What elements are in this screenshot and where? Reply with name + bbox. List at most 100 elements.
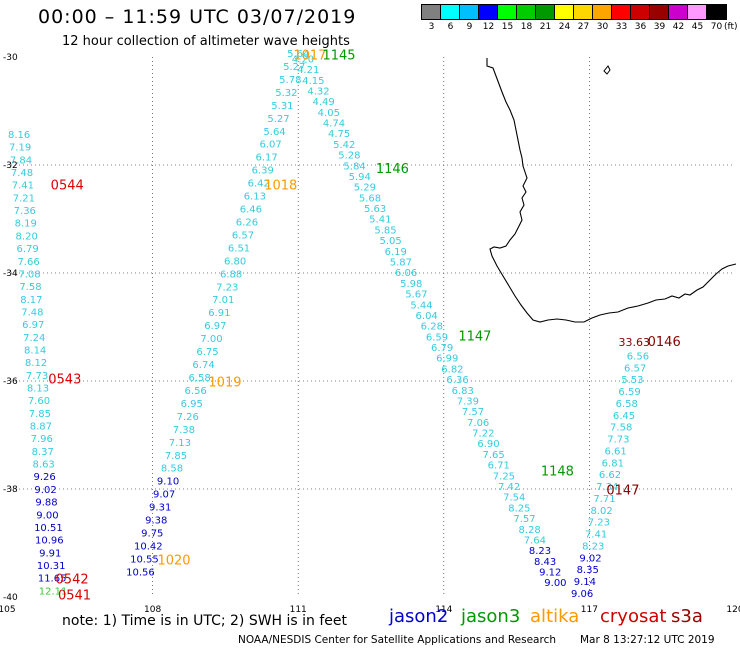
- y-tick-label: -36: [3, 377, 18, 387]
- legend-swatch: [554, 4, 575, 20]
- satellite-jason3: jason3: [461, 606, 521, 627]
- swh-value: 9.10: [157, 477, 179, 488]
- legend-swatch: [687, 4, 708, 20]
- legend-swatch: [668, 4, 689, 20]
- legend-label: 45: [691, 22, 704, 32]
- swh-value: 7.08: [18, 269, 40, 280]
- legend-label: 21: [539, 22, 552, 32]
- legend-swatch: [649, 4, 670, 20]
- swh-value: 8.12: [25, 358, 47, 369]
- swh-value: 7.96: [31, 434, 53, 445]
- swh-value: 8.43: [534, 557, 556, 568]
- swh-value: 7.21: [13, 193, 35, 204]
- swh-value: 7.73: [26, 371, 48, 382]
- y-tick-label: -34: [3, 269, 18, 279]
- swh-value: 5.64: [263, 127, 285, 138]
- swh-value: 6.57: [624, 363, 646, 374]
- pass-label: 1145: [322, 49, 355, 64]
- x-tick-label: 105: [0, 605, 16, 615]
- swh-value: 8.19: [15, 219, 37, 230]
- swh-value: 7.85: [29, 409, 51, 420]
- swh-value: 7.26: [177, 412, 199, 423]
- swh-value: 5.85: [374, 225, 396, 236]
- swh-value: 9.02: [579, 553, 601, 564]
- swh-value: 5.64: [287, 49, 309, 60]
- swh-value: 9.91: [39, 548, 61, 559]
- track-1145-1148: 4.204.214.154.324.494.054.744.755.425.28…: [292, 54, 567, 589]
- swh-value: 8.02: [591, 506, 613, 517]
- swh-value: 7.57: [513, 514, 535, 525]
- swh-value: 9.12: [539, 568, 561, 579]
- swh-value: 5.27: [283, 62, 305, 73]
- swh-value: 7.00: [200, 334, 222, 345]
- swh-value: 6.74: [192, 360, 214, 371]
- x-tick-label: 111: [290, 605, 307, 615]
- swh-value: 6.75: [196, 347, 218, 358]
- swh-value: 5.68: [359, 193, 381, 204]
- satellite-jason2: jason2: [389, 606, 449, 627]
- swh-value: 8.14: [24, 345, 46, 356]
- x-tick-label: 120: [726, 605, 740, 615]
- legend-swatch: [440, 4, 461, 20]
- pass-label: 33.63: [619, 336, 651, 349]
- swh-value: 7.24: [23, 333, 45, 344]
- swh-value: 5.28: [338, 151, 360, 162]
- swh-value: 10.31: [37, 561, 66, 572]
- legend-swatch: [573, 4, 594, 20]
- pass-label: 1017: [293, 49, 326, 64]
- swh-value: 6.56: [185, 386, 207, 397]
- x-tick-label: 117: [581, 605, 598, 615]
- swh-value: 5.32: [275, 88, 297, 99]
- swh-value: 8.23: [582, 541, 604, 552]
- swh-value: 12.11: [39, 586, 68, 597]
- swh-value: 6.07: [259, 140, 281, 151]
- swh-value: 6.28: [421, 322, 443, 333]
- swh-value: 6.97: [22, 320, 44, 331]
- swh-value: 7.64: [524, 535, 546, 546]
- swh-value: 8.25: [508, 503, 530, 514]
- legend-swatch: [478, 4, 499, 20]
- map-subtitle: 12 hour collection of altimeter wave hei…: [62, 34, 350, 49]
- pass-label: 1020: [157, 554, 190, 569]
- swh-value: 8.63: [33, 460, 55, 471]
- legend-label: 27: [577, 22, 590, 32]
- legend-label: 9: [466, 22, 473, 32]
- swh-value: 7.13: [169, 438, 191, 449]
- swh-value: 6.62: [599, 470, 621, 481]
- y-tick-label: -40: [3, 593, 18, 603]
- x-tick-label: 114: [435, 605, 452, 615]
- legend-label: 33: [615, 22, 628, 32]
- swh-value: 6.46: [240, 205, 262, 216]
- x-tick-label: 108: [144, 605, 161, 615]
- swh-value: 9.00: [36, 510, 58, 521]
- graticule: [7, 57, 735, 597]
- swh-value: 6.80: [224, 256, 246, 267]
- swh-value: 7.48: [21, 307, 43, 318]
- swh-value: 6.79: [431, 343, 453, 354]
- swh-value: 7.58: [19, 282, 41, 293]
- swh-value: 7.60: [28, 396, 50, 407]
- pass-label: 0541: [58, 589, 91, 604]
- swh-value: 6.88: [220, 269, 242, 280]
- swh-value: 5.41: [369, 215, 391, 226]
- y-tick-label: -38: [3, 485, 18, 495]
- pass-label: 0543: [48, 373, 81, 388]
- swh-value: 5.84: [343, 161, 365, 172]
- swh-value: 6.19: [385, 247, 407, 258]
- swh-value: 7.58: [610, 423, 632, 434]
- legend-label: 18: [520, 22, 533, 32]
- swh-value: 7.38: [173, 425, 195, 436]
- swh-value: 8.13: [27, 384, 49, 395]
- pass-label: 1146: [376, 162, 409, 177]
- pass-label: 1147: [458, 330, 491, 345]
- swh-value: 5.94: [349, 172, 371, 183]
- swh-value: 6.17: [256, 153, 278, 164]
- swh-value: 10.42: [134, 541, 163, 552]
- swh-value: 6.81: [602, 458, 624, 469]
- swh-value: 4.21: [297, 65, 319, 76]
- axis-ticks: 105 108 111 114 117 120 -30 -32 -34 -36 -38 -40: [0, 53, 740, 615]
- swh-value: 6.58: [188, 373, 210, 384]
- pass-label: 0146: [648, 335, 681, 350]
